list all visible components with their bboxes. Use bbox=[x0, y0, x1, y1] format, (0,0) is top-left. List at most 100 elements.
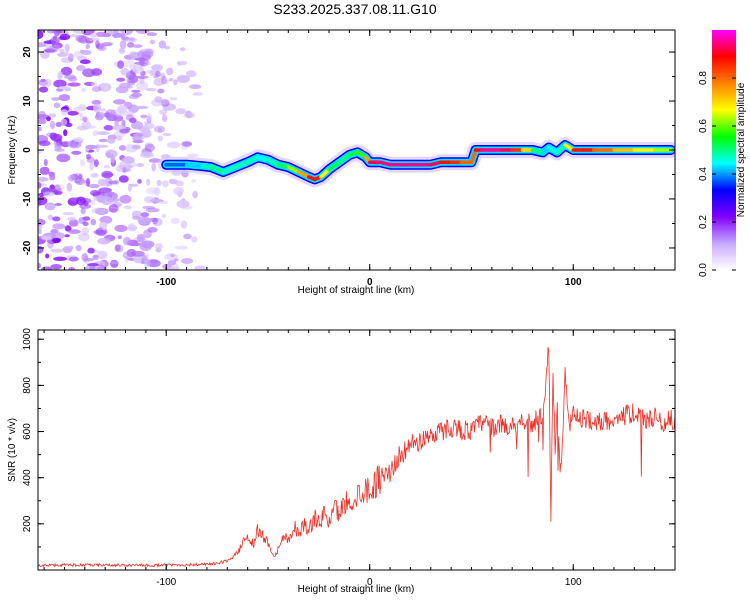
noise-blob bbox=[54, 203, 62, 206]
noise-blob bbox=[180, 258, 194, 264]
noise-blob bbox=[57, 86, 71, 90]
colorbar-label: Normalized spectral amplitude bbox=[736, 82, 747, 217]
noise-blob bbox=[119, 40, 127, 49]
noise-blob bbox=[133, 255, 143, 264]
colorbar-axis: 0.0 0.2 0.4 0.6 0.8 bbox=[698, 71, 736, 277]
noise-blob bbox=[81, 252, 89, 262]
noise-blob bbox=[91, 207, 106, 214]
noise-blob bbox=[110, 260, 119, 265]
noise-blob bbox=[38, 140, 51, 147]
noise-blob bbox=[174, 245, 188, 250]
noise-blob bbox=[66, 182, 73, 192]
noise-blob bbox=[162, 132, 172, 136]
ridge-segment bbox=[245, 155, 260, 164]
noise-blob bbox=[192, 190, 198, 199]
noise-blob bbox=[57, 187, 63, 196]
noise-blob bbox=[131, 144, 141, 150]
colorbar: 0.0 0.2 0.4 0.6 0.8 Normalized spectral ampl… bbox=[698, 30, 747, 277]
noise-blob bbox=[92, 254, 99, 260]
noise-blob bbox=[175, 180, 184, 187]
noise-blob bbox=[49, 44, 61, 51]
noise-blob bbox=[142, 205, 155, 210]
ridge-segment bbox=[233, 160, 250, 169]
noise-blob bbox=[120, 68, 130, 76]
colorbar-tick-label: 0.4 bbox=[698, 167, 709, 181]
noise-blob bbox=[93, 103, 102, 113]
noise-blob bbox=[119, 128, 130, 134]
noise-blob bbox=[152, 217, 158, 225]
noise-blob bbox=[108, 180, 118, 185]
noise-blob bbox=[38, 119, 47, 125]
noise-blob bbox=[60, 109, 69, 116]
noise-blob bbox=[96, 195, 106, 203]
noise-blob bbox=[96, 111, 105, 120]
noise-blob bbox=[117, 235, 123, 240]
noise-blob bbox=[140, 151, 154, 158]
spectrogram-y-axis: -20 -10 0 10 20 bbox=[22, 46, 675, 255]
noise-blob bbox=[118, 175, 129, 183]
noise-blob bbox=[155, 70, 161, 78]
x-tick-label: 0 bbox=[367, 277, 373, 288]
noise-blob bbox=[38, 176, 49, 182]
noise-blob bbox=[183, 233, 192, 240]
noise-blob bbox=[52, 238, 61, 244]
snr-y-axis: 200 400 600 800 1000 bbox=[22, 328, 675, 548]
noise-blob bbox=[130, 92, 143, 98]
noise-blob bbox=[68, 256, 79, 262]
noise-blob bbox=[161, 213, 167, 219]
spectrogram-x-axis: -100 0 100 bbox=[43, 30, 676, 288]
noise-blob bbox=[59, 33, 71, 41]
noise-blob bbox=[145, 207, 160, 213]
noise-blob bbox=[189, 84, 202, 90]
noise-blob bbox=[50, 264, 62, 270]
noise-blob bbox=[146, 32, 157, 36]
noise-blob bbox=[98, 138, 108, 143]
noise-blob bbox=[56, 153, 71, 163]
noise-blob bbox=[72, 137, 84, 143]
noise-blob bbox=[114, 244, 121, 252]
noise-blob bbox=[118, 145, 127, 151]
noise-blob bbox=[144, 48, 155, 55]
noise-blob bbox=[168, 77, 174, 82]
noise-blob bbox=[137, 179, 142, 184]
noise-blob bbox=[135, 30, 150, 34]
noise-blob bbox=[88, 183, 100, 189]
noise-blob bbox=[127, 223, 135, 229]
noise-blob bbox=[53, 30, 60, 37]
noise-blob bbox=[170, 253, 175, 258]
ridge-segment bbox=[319, 167, 331, 179]
noise-blob bbox=[47, 241, 54, 249]
noise-blob bbox=[185, 110, 192, 119]
noise-blob bbox=[194, 265, 207, 270]
noise-blob bbox=[82, 116, 88, 123]
noise-blob bbox=[154, 96, 163, 103]
noise-blob bbox=[64, 234, 70, 238]
noise-blob bbox=[53, 256, 67, 261]
noise-blob bbox=[78, 173, 83, 180]
noise-blob bbox=[126, 85, 133, 89]
noise-blob bbox=[164, 253, 178, 261]
noise-blob bbox=[51, 97, 60, 101]
noise-blob bbox=[112, 116, 123, 121]
noise-blob bbox=[82, 221, 89, 227]
y-tick-label: 20 bbox=[22, 46, 33, 58]
noise-blob bbox=[97, 264, 106, 270]
noise-blob bbox=[155, 243, 163, 250]
noise-blob bbox=[122, 251, 133, 260]
noise-blob bbox=[159, 109, 168, 115]
noise-blob bbox=[122, 167, 127, 174]
noise-blob bbox=[166, 67, 174, 76]
noise-blob bbox=[173, 258, 179, 262]
noise-blob bbox=[53, 102, 61, 109]
noise-blob bbox=[73, 106, 87, 112]
noise-blob bbox=[44, 202, 56, 211]
noise-blob bbox=[47, 214, 54, 220]
noise-blob bbox=[150, 65, 161, 70]
noise-blob bbox=[49, 120, 56, 130]
x-tick-label: 0 bbox=[367, 577, 373, 588]
noise-blob bbox=[123, 37, 137, 43]
noise-blob bbox=[49, 174, 56, 181]
noise-blob bbox=[71, 150, 82, 155]
noise-blob bbox=[80, 49, 92, 56]
noise-blob bbox=[75, 244, 82, 252]
